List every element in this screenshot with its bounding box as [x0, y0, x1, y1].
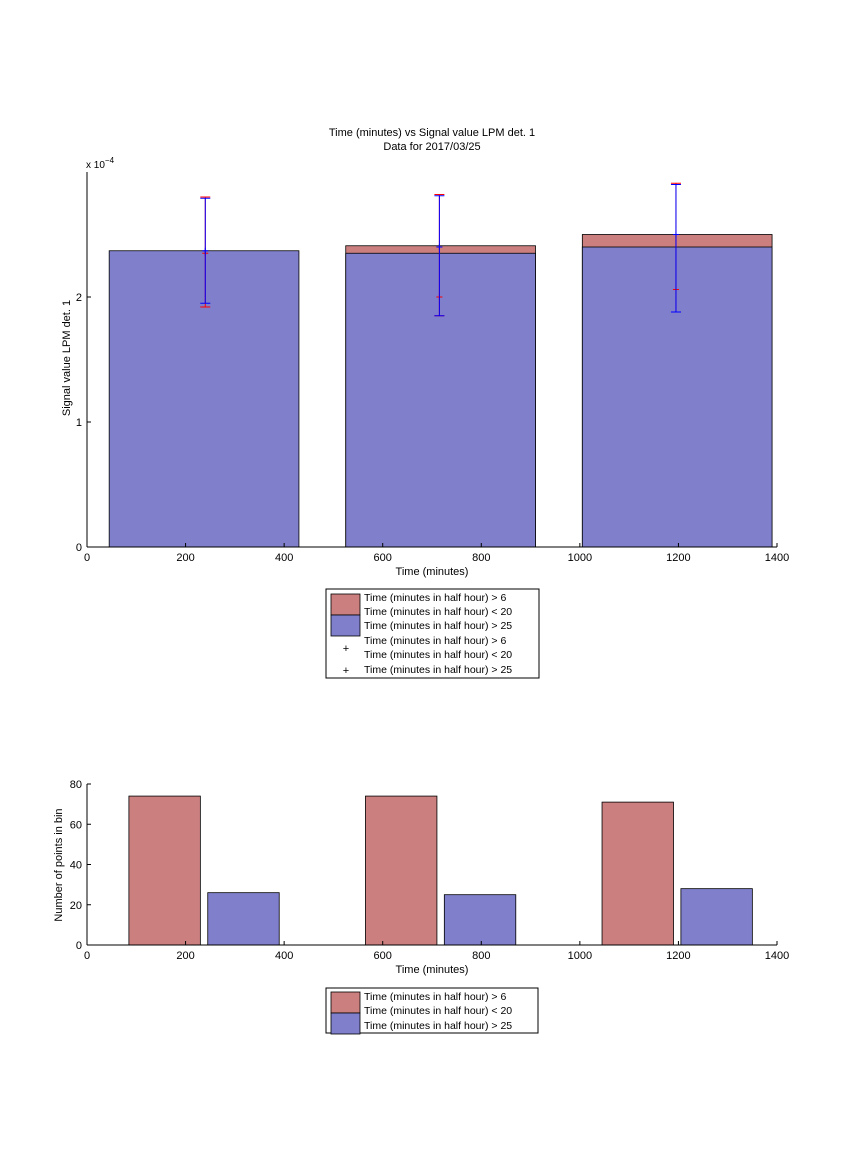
x-tick-label: 800 — [472, 950, 490, 962]
x-tick-label: 400 — [275, 552, 293, 564]
bottom-legend-entry: Time (minutes in half hour) < 20 — [364, 1005, 512, 1017]
top-legend-entry: Time (minutes in half hour) > 6 — [364, 635, 506, 647]
bar-red — [365, 795, 438, 946]
x-tick-label: 1000 — [568, 950, 592, 962]
x-tick-label: 1200 — [666, 950, 690, 962]
y-tick-label: 80 — [70, 779, 82, 791]
bottom-legend: Time (minutes in half hour) > 6 Time (mi… — [325, 987, 539, 1035]
bottom-chart: 0 200 400 600 800 1000 1200 1400 0 20 40 60 80 Time … — [53, 779, 789, 976]
bottom-legend-entry: Time (minutes in half hour) > 6 — [364, 991, 506, 1003]
top-legend-swatch-blue — [330, 614, 361, 637]
x-tick-label: 1400 — [765, 552, 789, 564]
top-legend-marker-red: + — [343, 643, 349, 655]
bar-red — [601, 801, 674, 946]
top-chart-exponent-base: x 10 — [86, 160, 105, 171]
top-chart-bars — [108, 234, 773, 548]
x-tick-label: 600 — [374, 552, 392, 564]
top-chart-title-line1: Time (minutes) vs Signal value LPM det. … — [329, 127, 535, 139]
top-legend-box — [325, 588, 540, 679]
bar-blue — [345, 252, 536, 548]
x-tick-label: 400 — [275, 950, 293, 962]
y-tick-label: 2 — [76, 292, 82, 304]
bottom-legend-box — [325, 987, 539, 1034]
bottom-chart-xlabel: Time (minutes) — [396, 964, 469, 976]
bottom-chart-bars — [128, 795, 753, 946]
bottom-chart-axes: 0 200 400 600 800 1000 1200 1400 0 20 40 60 80 — [70, 779, 789, 962]
y-tick-label: 20 — [70, 900, 82, 912]
top-legend-entry: Time (minutes in half hour) > 6 — [364, 592, 506, 604]
bar-blue — [680, 888, 753, 946]
top-chart-ylabel: Signal value LPM det. 1 — [61, 300, 73, 416]
x-tick-label: 1000 — [568, 552, 592, 564]
bar-red — [128, 795, 201, 946]
bar-blue — [108, 250, 300, 548]
x-tick-label: 1200 — [666, 552, 690, 564]
top-chart-exponent-power: −4 — [105, 156, 115, 165]
x-tick-label: 800 — [472, 552, 490, 564]
bottom-chart-ylabel: Number of points in bin — [53, 808, 65, 921]
top-chart-axes: 0 200 400 600 800 1000 1200 1400 0 1 2 — [76, 172, 789, 564]
x-tick-label: 1400 — [765, 950, 789, 962]
top-legend-entry: Time (minutes in half hour) < 20 — [364, 606, 512, 618]
top-chart: Time (minutes) vs Signal value LPM det. … — [61, 127, 789, 578]
y-tick-label: 60 — [70, 819, 82, 831]
bottom-legend-entry: Time (minutes in half hour) > 25 — [364, 1020, 512, 1032]
x-tick-label: 0 — [84, 552, 90, 564]
top-legend-swatch-red — [330, 593, 361, 616]
x-tick-label: 0 — [84, 950, 90, 962]
top-legend-entry: Time (minutes in half hour) < 20 — [364, 649, 512, 661]
bar-blue — [207, 892, 280, 946]
top-chart-xlabel: Time (minutes) — [396, 566, 469, 578]
top-legend-entry: Time (minutes in half hour) > 25 — [364, 664, 512, 676]
x-tick-label: 200 — [176, 552, 194, 564]
y-tick-label: 1 — [76, 417, 82, 429]
top-legend: + + Time (minutes in half hour) > 6 Time… — [325, 588, 540, 679]
x-tick-label: 200 — [176, 950, 194, 962]
top-chart-exponent: x 10−4 — [86, 156, 115, 171]
x-tick-label: 600 — [374, 950, 392, 962]
bar-blue — [443, 894, 517, 946]
bottom-legend-swatch-blue — [330, 1012, 361, 1035]
top-legend-marker-blue: + — [343, 665, 349, 677]
top-chart-title-line2: Data for 2017/03/25 — [383, 141, 480, 153]
bottom-legend-swatch-red — [330, 991, 361, 1014]
bar-blue — [581, 246, 773, 548]
y-tick-label: 40 — [70, 860, 82, 872]
y-tick-label: 0 — [76, 940, 82, 952]
top-chart-errorbars — [200, 182, 681, 317]
y-tick-label: 0 — [76, 542, 82, 554]
top-legend-entry: Time (minutes in half hour) > 25 — [364, 620, 512, 632]
